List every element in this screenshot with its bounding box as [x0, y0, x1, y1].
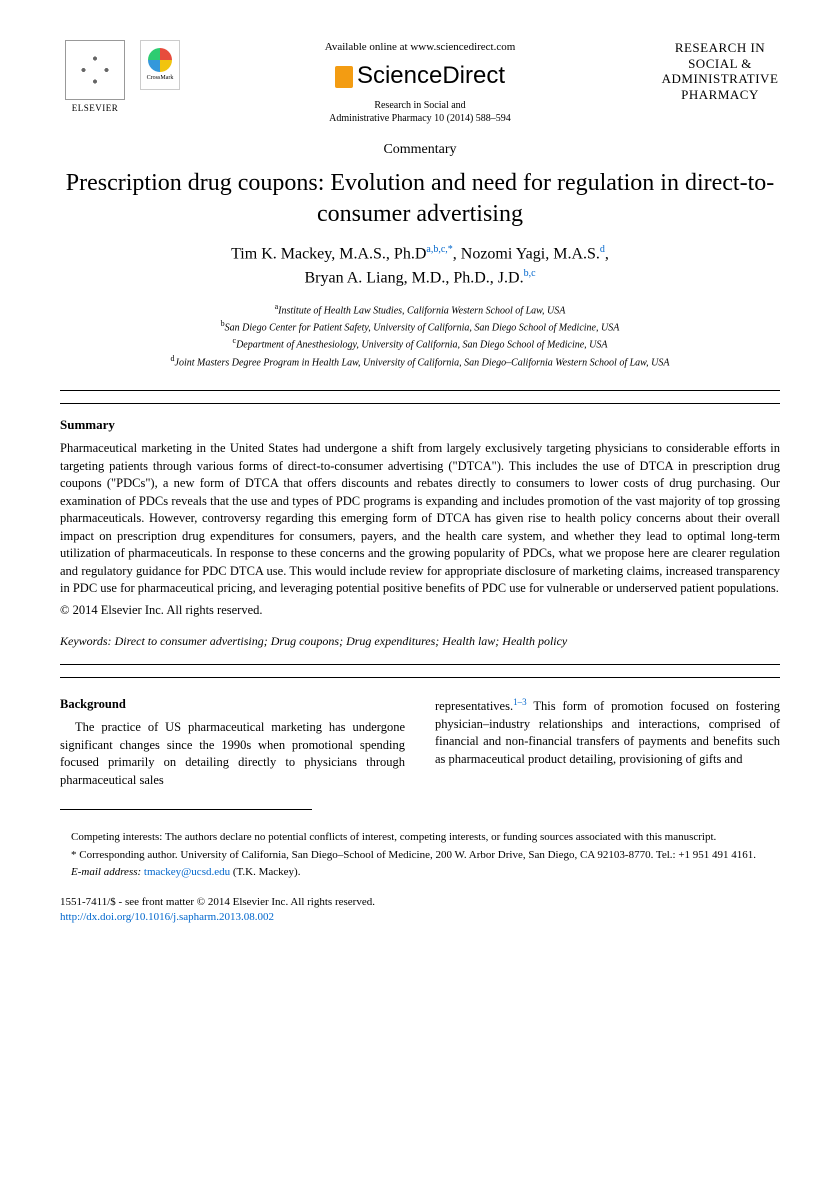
affil-d: Joint Masters Degree Program in Health L… — [175, 357, 670, 368]
body-columns: Background The practice of US pharmaceut… — [60, 696, 780, 790]
summary-copyright: © 2014 Elsevier Inc. All rights reserved… — [60, 602, 780, 620]
elsevier-label: ELSEVIER — [72, 102, 119, 115]
rule-mid — [60, 664, 780, 665]
header-center: Available online at www.sciencedirect.co… — [180, 40, 660, 125]
author-1: Tim K. Mackey, M.A.S., Ph.D — [231, 245, 426, 262]
footer-copyright: 1551-7411/$ - see front matter © 2014 El… — [60, 895, 780, 910]
affil-b: San Diego Center for Patient Safety, Uni… — [225, 322, 620, 333]
keywords-block: Keywords: Direct to consumer advertising… — [60, 633, 780, 650]
body-col-left: Background The practice of US pharmaceut… — [60, 696, 405, 790]
rule-top — [60, 390, 780, 391]
summary-text: Pharmaceutical marketing in the United S… — [60, 440, 780, 598]
affiliations-block: aInstitute of Health Law Studies, Califo… — [60, 301, 780, 370]
available-online-text: Available online at www.sciencedirect.co… — [200, 40, 640, 55]
crossmark-badge[interactable]: CrossMark — [140, 40, 180, 90]
email-address[interactable]: tmackey@ucsd.edu — [144, 866, 230, 878]
journal-reference: Research in Social and Administrative Ph… — [200, 99, 640, 125]
background-heading: Background — [60, 696, 405, 714]
elsevier-tree-icon — [65, 40, 125, 100]
keywords-label: Keywords: — [60, 634, 112, 648]
background-para-1: The practice of US pharmaceutical market… — [60, 719, 405, 789]
elsevier-logo: ELSEVIER — [60, 40, 130, 120]
summary-heading: Summary — [60, 416, 780, 434]
competing-interests: Competing interests: The authors declare… — [60, 830, 780, 845]
journal-ref-line2: Administrative Pharmacy 10 (2014) 588–59… — [329, 113, 511, 124]
ref-1-3[interactable]: 1–3 — [513, 697, 527, 707]
authors-block: Tim K. Mackey, M.A.S., Ph.Da,b,c,*, Nozo… — [60, 242, 780, 291]
footnote-rule — [60, 809, 312, 810]
article-type: Commentary — [60, 140, 780, 160]
affil-c: Department of Anesthesiology, University… — [236, 340, 607, 351]
col2-prefix: representatives. — [435, 699, 513, 713]
author-1-affils[interactable]: a,b,c, — [426, 244, 447, 255]
rule-mid-2 — [60, 677, 780, 678]
affil-a: Institute of Health Law Studies, Califor… — [278, 305, 565, 316]
author-2: , Nozomi Yagi, M.A.S. — [453, 245, 600, 262]
corresponding-author: * Corresponding author. University of Ca… — [60, 848, 780, 863]
sciencedirect-label: ScienceDirect — [357, 62, 505, 89]
background-para-1-cont: representatives.1–3 This form of promoti… — [435, 696, 780, 768]
email-suffix: (T.K. Mackey). — [230, 866, 300, 878]
rule-top-2 — [60, 403, 780, 404]
doi-link[interactable]: http://dx.doi.org/10.1016/j.sapharm.2013… — [60, 911, 274, 923]
author-2-affils[interactable]: d — [600, 244, 605, 255]
footer-block: 1551-7411/$ - see front matter © 2014 El… — [60, 895, 780, 926]
sciencedirect-icon — [335, 66, 353, 88]
body-col-right: representatives.1–3 This form of promoti… — [435, 696, 780, 790]
journal-ref-line1: Research in Social and — [374, 100, 465, 111]
email-line: E-mail address: tmackey@ucsd.edu (T.K. M… — [60, 865, 780, 880]
sciencedirect-logo[interactable]: ScienceDirect — [200, 59, 640, 93]
author-3: Bryan A. Liang, M.D., Ph.D., J.D. — [304, 270, 523, 287]
keywords-text: Direct to consumer advertising; Drug cou… — [112, 634, 568, 648]
email-label: E-mail address: — [71, 866, 141, 878]
journal-cover-logo: RESEARCH IN SOCIAL & ADMINISTRATIVE PHAR… — [660, 40, 780, 102]
crossmark-icon — [148, 48, 172, 72]
author-3-affils[interactable]: b,c — [524, 268, 536, 279]
header-row: ELSEVIER CrossMark Available online at w… — [60, 40, 780, 125]
crossmark-label: CrossMark — [147, 74, 174, 82]
journal-logo-line2: ADMINISTRATIVE PHARMACY — [662, 71, 779, 102]
journal-logo-line1: RESEARCH IN SOCIAL & — [675, 40, 765, 71]
article-title: Prescription drug coupons: Evolution and… — [60, 168, 780, 230]
footnotes-block: Competing interests: The authors declare… — [60, 830, 780, 880]
